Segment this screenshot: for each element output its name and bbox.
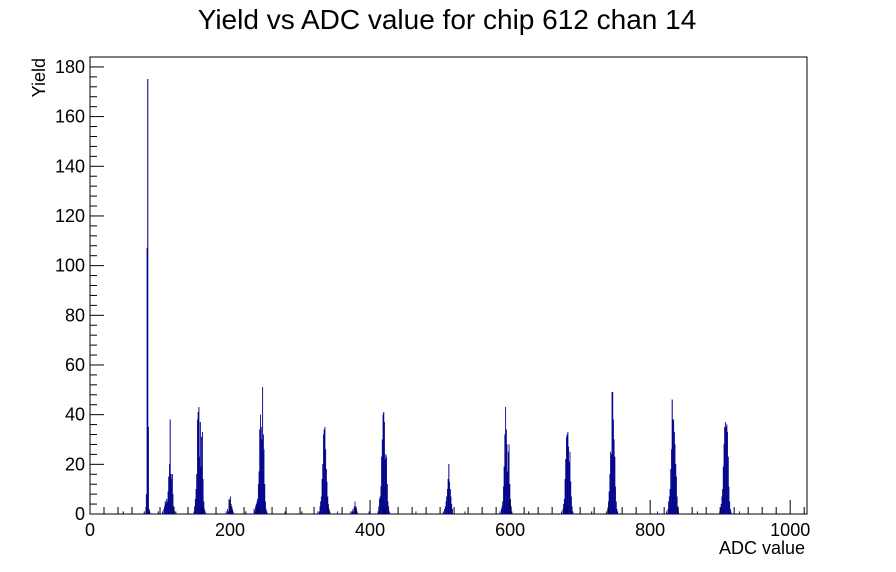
histogram-bin	[263, 449, 265, 515]
x-tick-label: 0	[85, 520, 95, 540]
histogram-bin	[730, 511, 732, 515]
histogram-bin	[329, 511, 331, 515]
y-tick-label: 80	[65, 305, 85, 325]
histogram-bin	[442, 511, 444, 515]
histogram-bin	[122, 511, 124, 515]
histogram-bin	[570, 496, 572, 515]
histogram-series	[122, 79, 740, 515]
histogram-bin	[561, 511, 563, 515]
histogram-bin	[388, 511, 390, 515]
histogram-bin	[169, 419, 171, 515]
histogram-bin	[232, 511, 234, 515]
histogram-bin	[175, 511, 177, 515]
histogram-bin	[143, 511, 145, 515]
histogram-bin	[605, 511, 607, 515]
histogram-bin	[508, 444, 510, 515]
y-tick-label: 160	[55, 107, 85, 127]
x-tick-label: 200	[215, 520, 245, 540]
histogram-bin	[350, 511, 352, 515]
histogram-bin	[614, 456, 616, 515]
y-tick-label: 120	[55, 206, 85, 226]
histogram-bin	[510, 506, 512, 515]
x-tick-label: 800	[635, 520, 665, 540]
histogram-bin	[729, 501, 731, 515]
histogram-bin	[591, 511, 593, 515]
histogram-bin	[266, 511, 268, 515]
y-axis: 0 20 40 60 80 100 120 140 160 180	[55, 56, 104, 524]
histogram-bin	[666, 511, 668, 515]
y-tick-label: 60	[65, 355, 85, 375]
histogram-bin	[572, 511, 574, 515]
x-tick-label: 600	[495, 520, 525, 540]
histogram-bin	[386, 484, 388, 515]
histogram-bin	[738, 511, 740, 515]
histogram-bin	[727, 456, 729, 515]
x-axis: 0 200 400 600 800 1000	[85, 500, 810, 540]
histogram-bin	[157, 511, 159, 515]
histogram-bin	[615, 501, 617, 515]
histogram-bin	[675, 476, 677, 515]
histogram-bin	[676, 496, 678, 515]
y-tick-label: 40	[65, 405, 85, 425]
histogram-bin	[337, 511, 338, 515]
histogram-bin	[245, 511, 247, 515]
histogram-bin	[617, 511, 619, 515]
histogram-bin	[499, 511, 501, 515]
histogram-bin	[202, 479, 204, 515]
y-tick-label: 0	[75, 504, 85, 524]
histogram-bin	[264, 501, 266, 515]
x-tick-label: 1000	[770, 520, 810, 540]
x-axis-title: ADC value	[719, 538, 805, 558]
histogram-bin	[203, 501, 205, 515]
y-tick-label: 140	[55, 156, 85, 176]
histogram-bin	[147, 426, 149, 515]
histogram-bin	[149, 511, 151, 515]
y-tick-label: 180	[55, 57, 85, 77]
chart-title: Yield vs ADC value for chip 612 chan 14	[198, 4, 697, 35]
histogram-bin	[511, 511, 513, 515]
histogram-bin	[301, 511, 303, 515]
histogram-bin	[657, 511, 658, 515]
histogram-bin	[317, 511, 319, 515]
histogram-bin	[415, 511, 417, 515]
histogram-bin	[528, 511, 530, 515]
histogram-bin	[615, 486, 616, 515]
histogram-bin	[172, 494, 174, 515]
histogram-bin	[388, 506, 390, 515]
histogram-bin	[728, 486, 730, 515]
histogram-bin	[161, 511, 163, 515]
histogram-bin	[264, 484, 266, 515]
histogram-bin	[225, 511, 227, 515]
histogram-bin	[147, 79, 149, 515]
y-tick-label: 100	[55, 256, 85, 276]
histogram-bin	[696, 511, 698, 515]
histogram-bin	[368, 511, 370, 515]
histogram-bin	[204, 511, 206, 515]
histogram-bin	[284, 511, 286, 515]
histogram-bin	[356, 511, 358, 515]
y-axis-title: Yield	[29, 58, 49, 97]
y-tick-label: 20	[65, 454, 85, 474]
histogram-bin	[451, 508, 453, 515]
histogram-bin	[571, 506, 573, 515]
x-tick-label: 400	[355, 520, 385, 540]
histogram-bin	[464, 511, 466, 515]
